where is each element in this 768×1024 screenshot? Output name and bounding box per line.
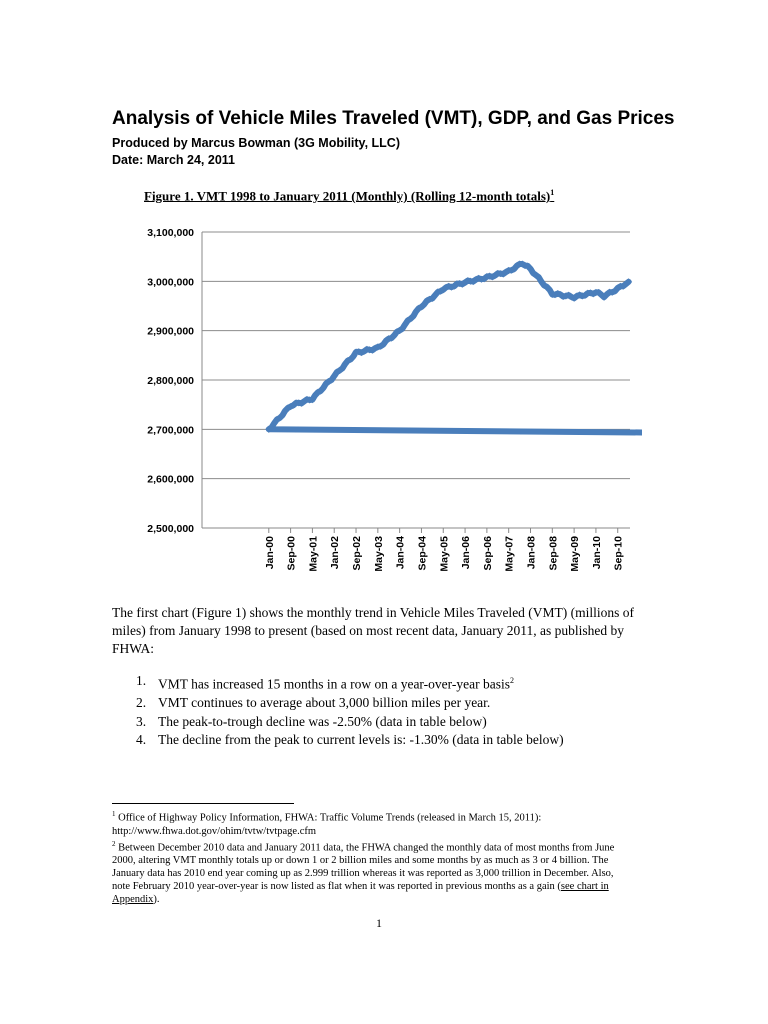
vmt-data-point (308, 396, 316, 404)
x-tick-label: Sep-10 (613, 536, 625, 571)
footnote-separator (112, 803, 294, 804)
author-line: Produced by Marcus Bowman (3G Mobility, … (112, 136, 400, 150)
figure-title-footnote-ref: 1 (550, 188, 555, 197)
list-item-number: 4. (136, 732, 147, 747)
footnote-1: 1 Office of Highway Policy Information, … (112, 808, 632, 838)
vmt-line-chart: 2,500,000 2,600,000 2,700,000 2,800,000 2,90… (147, 227, 642, 572)
list-item: 4. The decline from the peak to current l… (112, 731, 564, 750)
y-tick-label: 2,900,000 (147, 326, 194, 338)
x-tick-label: Sep-06 (482, 536, 494, 571)
list-item-text: VMT continues to average about 3,000 bil… (158, 695, 491, 710)
x-tick-label: May-01 (307, 536, 319, 572)
x-tick-label: May-05 (438, 536, 450, 572)
findings-list: 1. VMT has increased 15 months in a row o… (112, 672, 564, 750)
y-tick-label: 2,500,000 (147, 523, 194, 535)
vmt-data-point (625, 278, 633, 286)
vmt-data-point (319, 384, 327, 392)
y-tick-label: 2,800,000 (147, 375, 194, 387)
x-tick-label: May-07 (504, 536, 516, 572)
y-tick-label: 2,700,000 (147, 424, 194, 436)
x-tick-label: Sep-04 (416, 536, 428, 571)
x-tick-label: Jan-08 (525, 536, 537, 569)
footnote-tail: ). (153, 894, 160, 905)
x-tick-label: Jan-10 (591, 536, 603, 569)
list-item-number: 3. (136, 713, 147, 729)
footnote-text: Office of Highway Policy Information, FH… (112, 812, 542, 837)
y-tick-label: 3,000,000 (147, 276, 194, 288)
x-tick-label: May-03 (373, 536, 385, 572)
x-tick-label: Jan-04 (395, 536, 407, 569)
list-item-text: The peak-to-trough decline was -2.50% (d… (158, 713, 487, 729)
figure-title: Figure 1. VMT 1998 to January 2011 (Mont… (144, 188, 554, 204)
list-item-text: The decline from the peak to current lev… (158, 732, 564, 747)
x-tick-label: Jan-00 (264, 536, 276, 569)
figure-title-text: Figure 1. VMT 1998 to January 2011 (Mont… (144, 188, 551, 204)
list-item: 3. The peak-to-trough decline was -2.50% … (112, 713, 564, 732)
x-tick-label: Sep-02 (351, 536, 363, 571)
vmt-data-point (535, 273, 543, 281)
footnote-marker: 1 (112, 810, 116, 818)
x-tick-label: May-09 (569, 536, 581, 572)
appendix-link[interactable]: see chart in Appendix (112, 881, 609, 905)
document-title: Analysis of Vehicle Miles Traveled (VMT)… (112, 108, 675, 129)
footnote-text: Between December 2010 data and January 2… (112, 842, 615, 892)
page-number: 1 (376, 916, 382, 930)
vmt-data-point (526, 265, 535, 273)
x-tick-label: Sep-00 (286, 536, 298, 571)
vmt-data-point (278, 411, 286, 419)
list-item-footnote-ref: 2 (509, 676, 514, 685)
y-tick-label: 2,600,000 (147, 474, 194, 486)
vmt-data-point (409, 312, 417, 320)
date-line: Date: March 24, 2011 (112, 153, 235, 167)
footnote-2: 2 Between December 2010 data and January… (112, 838, 632, 907)
x-tick-label: Jan-06 (460, 536, 472, 569)
list-item: 2. VMT continues to average about 3,000 b… (112, 694, 564, 713)
x-tick-label: Sep-08 (547, 536, 559, 571)
x-tick-label: Jan-02 (329, 536, 341, 569)
list-item-text: VMT has increased 15 months in a row on … (158, 676, 510, 692)
footnotes: 1 Office of Highway Policy Information, … (112, 808, 632, 906)
body-paragraph: The first chart (Figure 1) shows the mon… (112, 605, 635, 656)
vmt-data-point (338, 364, 346, 372)
y-tick-label: 3,100,000 (147, 227, 194, 239)
footnote-marker: 2 (112, 839, 116, 848)
list-item: 1. VMT has increased 15 months in a row o… (112, 672, 564, 694)
list-item-number: 1. (136, 673, 147, 688)
list-item-number: 2. (136, 695, 147, 710)
